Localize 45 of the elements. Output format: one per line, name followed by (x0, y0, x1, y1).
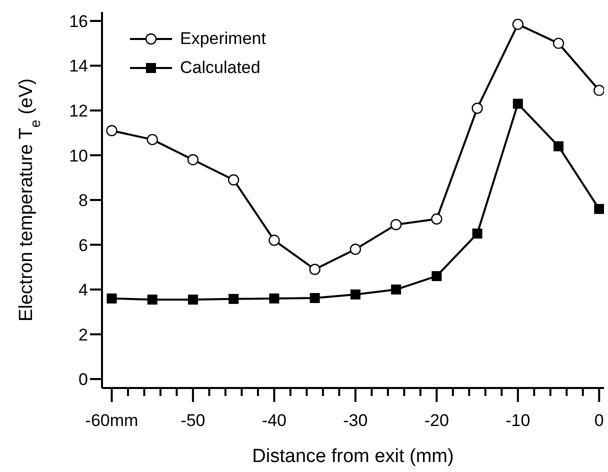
y-tick-label: 4 (78, 280, 88, 300)
point (432, 271, 442, 282)
point (552, 38, 564, 49)
point (228, 294, 239, 304)
point (512, 18, 524, 30)
y-tick-label: 16 (69, 12, 88, 31)
point (431, 213, 442, 225)
point (512, 98, 523, 109)
point (594, 84, 604, 96)
point (310, 293, 320, 304)
point (554, 141, 564, 152)
point (187, 154, 199, 166)
point (228, 174, 240, 186)
x-tick-label: -60mm (85, 411, 138, 430)
point (147, 294, 158, 305)
point (188, 294, 198, 305)
point (268, 234, 280, 246)
x-tick-label: -50 (180, 411, 206, 430)
point (269, 293, 280, 304)
point (146, 134, 158, 146)
x-tick-label: -10 (506, 411, 530, 430)
x-tick-label: -30 (343, 411, 368, 430)
point (106, 293, 117, 304)
y-tick-label: 2 (78, 325, 88, 344)
y-tick-label: 6 (78, 236, 88, 255)
y-tick-label: 10 (69, 146, 88, 166)
x-tick-label: 0 (594, 411, 604, 430)
y-tick-label: 0 (78, 370, 88, 390)
point (350, 244, 362, 255)
point (309, 264, 320, 275)
y-tick-label: 8 (78, 191, 88, 210)
x-tick-label: -20 (424, 411, 449, 430)
point (472, 102, 483, 114)
point (390, 219, 402, 230)
point (391, 284, 402, 295)
y-tick-label: 12 (69, 102, 88, 121)
point (472, 228, 482, 239)
point (106, 125, 118, 136)
legend-label: Calculated (180, 58, 260, 78)
point (350, 289, 360, 300)
legend-label: Experiment (180, 28, 266, 48)
x-tick-label: -40 (262, 411, 286, 430)
point (594, 204, 604, 214)
x-axis-title: Distance from exit (mm) (252, 446, 454, 467)
y-tick-label: 14 (69, 56, 88, 76)
